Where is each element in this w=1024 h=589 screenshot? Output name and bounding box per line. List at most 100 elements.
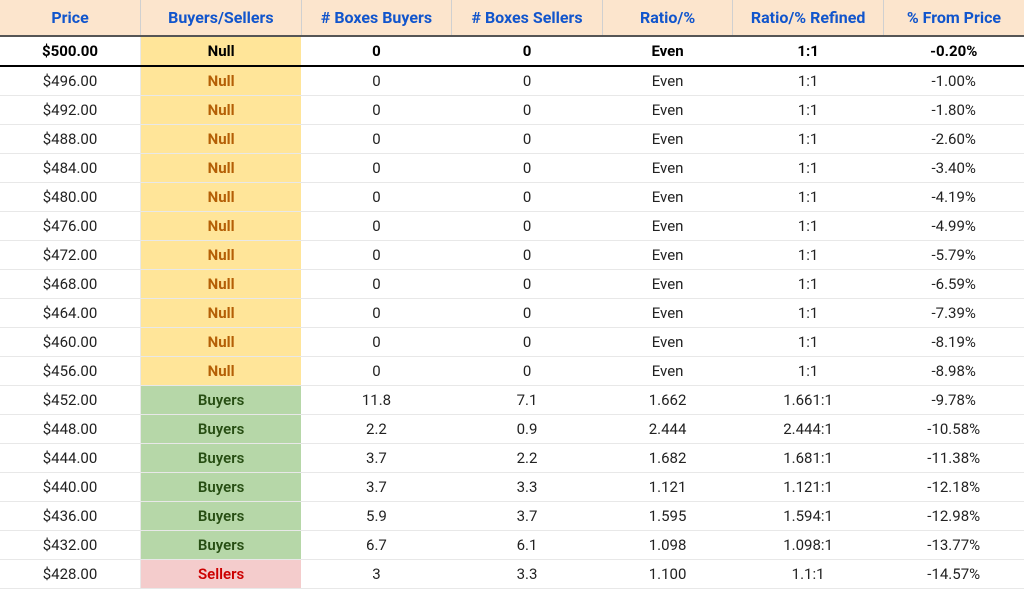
price-cell: $500.00 xyxy=(0,36,141,66)
ratio-refined-cell: 2.444:1 xyxy=(733,415,884,444)
table-row: $432.00Buyers6.76.11.0981.098:1-13.77% xyxy=(0,531,1024,560)
pct-from-price-cell: -12.18% xyxy=(883,473,1024,502)
price-cell: $496.00 xyxy=(0,66,141,96)
col-header-1[interactable]: Buyers/Sellers xyxy=(141,0,302,36)
table-row: $496.00Null00Even1:1-1.00% xyxy=(0,66,1024,96)
ratio-cell: Even xyxy=(602,154,733,183)
col-header-0[interactable]: Price xyxy=(0,0,141,36)
pct-from-price-cell: -11.38% xyxy=(883,444,1024,473)
price-cell: $464.00 xyxy=(0,299,141,328)
boxes-sellers-cell: 2.2 xyxy=(452,444,603,473)
pct-from-price-cell: -4.19% xyxy=(883,183,1024,212)
ratio-cell: 1.662 xyxy=(602,386,733,415)
pct-from-price-cell: -1.80% xyxy=(883,96,1024,125)
price-cell: $492.00 xyxy=(0,96,141,125)
col-header-3[interactable]: # Boxes Sellers xyxy=(452,0,603,36)
ratio-cell: Even xyxy=(602,270,733,299)
pct-from-price-cell: -12.98% xyxy=(883,502,1024,531)
boxes-buyers-cell: 6.7 xyxy=(301,531,452,560)
boxes-sellers-cell: 3.7 xyxy=(452,502,603,531)
table-row: $500.00Null00Even1:1-0.20% xyxy=(0,36,1024,66)
boxes-buyers-cell: 5.9 xyxy=(301,502,452,531)
buyers-sellers-cell: Buyers xyxy=(141,473,302,502)
boxes-sellers-cell: 0 xyxy=(452,357,603,386)
boxes-sellers-cell: 0 xyxy=(452,212,603,241)
ratio-cell: Even xyxy=(602,357,733,386)
boxes-buyers-cell: 0 xyxy=(301,36,452,66)
pct-from-price-cell: -6.59% xyxy=(883,270,1024,299)
boxes-sellers-cell: 3.3 xyxy=(452,560,603,589)
ratio-cell: Even xyxy=(602,241,733,270)
buyers-sellers-cell: Null xyxy=(141,154,302,183)
buyers-sellers-cell: Null xyxy=(141,357,302,386)
pct-from-price-cell: -13.77% xyxy=(883,531,1024,560)
boxes-sellers-cell: 0 xyxy=(452,270,603,299)
ratio-refined-cell: 1:1 xyxy=(733,183,884,212)
ratio-refined-cell: 1.121:1 xyxy=(733,473,884,502)
boxes-sellers-cell: 3.3 xyxy=(452,473,603,502)
ratio-refined-cell: 1:1 xyxy=(733,125,884,154)
boxes-sellers-cell: 0 xyxy=(452,36,603,66)
boxes-buyers-cell: 0 xyxy=(301,154,452,183)
price-cell: $448.00 xyxy=(0,415,141,444)
boxes-sellers-cell: 6.1 xyxy=(452,531,603,560)
buyers-sellers-cell: Null xyxy=(141,299,302,328)
ratio-cell: 1.100 xyxy=(602,560,733,589)
price-cell: $468.00 xyxy=(0,270,141,299)
pct-from-price-cell: -3.40% xyxy=(883,154,1024,183)
ratio-cell: 1.682 xyxy=(602,444,733,473)
price-cell: $428.00 xyxy=(0,560,141,589)
ratio-cell: 1.121 xyxy=(602,473,733,502)
boxes-buyers-cell: 0 xyxy=(301,212,452,241)
boxes-buyers-cell: 0 xyxy=(301,96,452,125)
table-row: $440.00Buyers3.73.31.1211.121:1-12.18% xyxy=(0,473,1024,502)
ratio-refined-cell: 1:1 xyxy=(733,96,884,125)
ratio-cell: Even xyxy=(602,212,733,241)
ratio-refined-cell: 1.1:1 xyxy=(733,560,884,589)
boxes-sellers-cell: 0 xyxy=(452,66,603,96)
buyers-sellers-cell: Buyers xyxy=(141,386,302,415)
ratio-refined-cell: 1:1 xyxy=(733,212,884,241)
col-header-6[interactable]: % From Price xyxy=(883,0,1024,36)
price-cell: $456.00 xyxy=(0,357,141,386)
ratio-refined-cell: 1:1 xyxy=(733,357,884,386)
table-body: $500.00Null00Even1:1-0.20%$496.00Null00E… xyxy=(0,36,1024,589)
buyers-sellers-cell: Buyers xyxy=(141,415,302,444)
pct-from-price-cell: -9.78% xyxy=(883,386,1024,415)
buyers-sellers-cell: Null xyxy=(141,270,302,299)
table-row: $460.00Null00Even1:1-8.19% xyxy=(0,328,1024,357)
boxes-buyers-cell: 0 xyxy=(301,270,452,299)
boxes-buyers-cell: 0 xyxy=(301,183,452,212)
col-header-4[interactable]: Ratio/% xyxy=(602,0,733,36)
boxes-sellers-cell: 0 xyxy=(452,328,603,357)
table-row: $452.00Buyers11.87.11.6621.661:1-9.78% xyxy=(0,386,1024,415)
ratio-cell: Even xyxy=(602,125,733,154)
buyers-sellers-cell: Buyers xyxy=(141,444,302,473)
ratio-refined-cell: 1:1 xyxy=(733,270,884,299)
price-cell: $444.00 xyxy=(0,444,141,473)
pct-from-price-cell: -1.00% xyxy=(883,66,1024,96)
ratio-refined-cell: 1:1 xyxy=(733,299,884,328)
boxes-sellers-cell: 0 xyxy=(452,154,603,183)
boxes-sellers-cell: 0 xyxy=(452,125,603,154)
buyers-sellers-cell: Null xyxy=(141,66,302,96)
boxes-buyers-cell: 2.2 xyxy=(301,415,452,444)
buyers-sellers-cell: Null xyxy=(141,212,302,241)
buyers-sellers-cell: Null xyxy=(141,328,302,357)
table-row: $456.00Null00Even1:1-8.98% xyxy=(0,357,1024,386)
pct-from-price-cell: -10.58% xyxy=(883,415,1024,444)
col-header-2[interactable]: # Boxes Buyers xyxy=(301,0,452,36)
ratio-refined-cell: 1:1 xyxy=(733,328,884,357)
buyers-sellers-cell: Null xyxy=(141,125,302,154)
price-cell: $480.00 xyxy=(0,183,141,212)
buyers-sellers-cell: Buyers xyxy=(141,531,302,560)
boxes-buyers-cell: 0 xyxy=(301,66,452,96)
price-cell: $436.00 xyxy=(0,502,141,531)
table-row: $444.00Buyers3.72.21.6821.681:1-11.38% xyxy=(0,444,1024,473)
table-row: $480.00Null00Even1:1-4.19% xyxy=(0,183,1024,212)
buyers-sellers-cell: Null xyxy=(141,36,302,66)
buyers-sellers-cell: Sellers xyxy=(141,560,302,589)
boxes-buyers-cell: 0 xyxy=(301,357,452,386)
boxes-buyers-cell: 11.8 xyxy=(301,386,452,415)
col-header-5[interactable]: Ratio/% Refined xyxy=(733,0,884,36)
